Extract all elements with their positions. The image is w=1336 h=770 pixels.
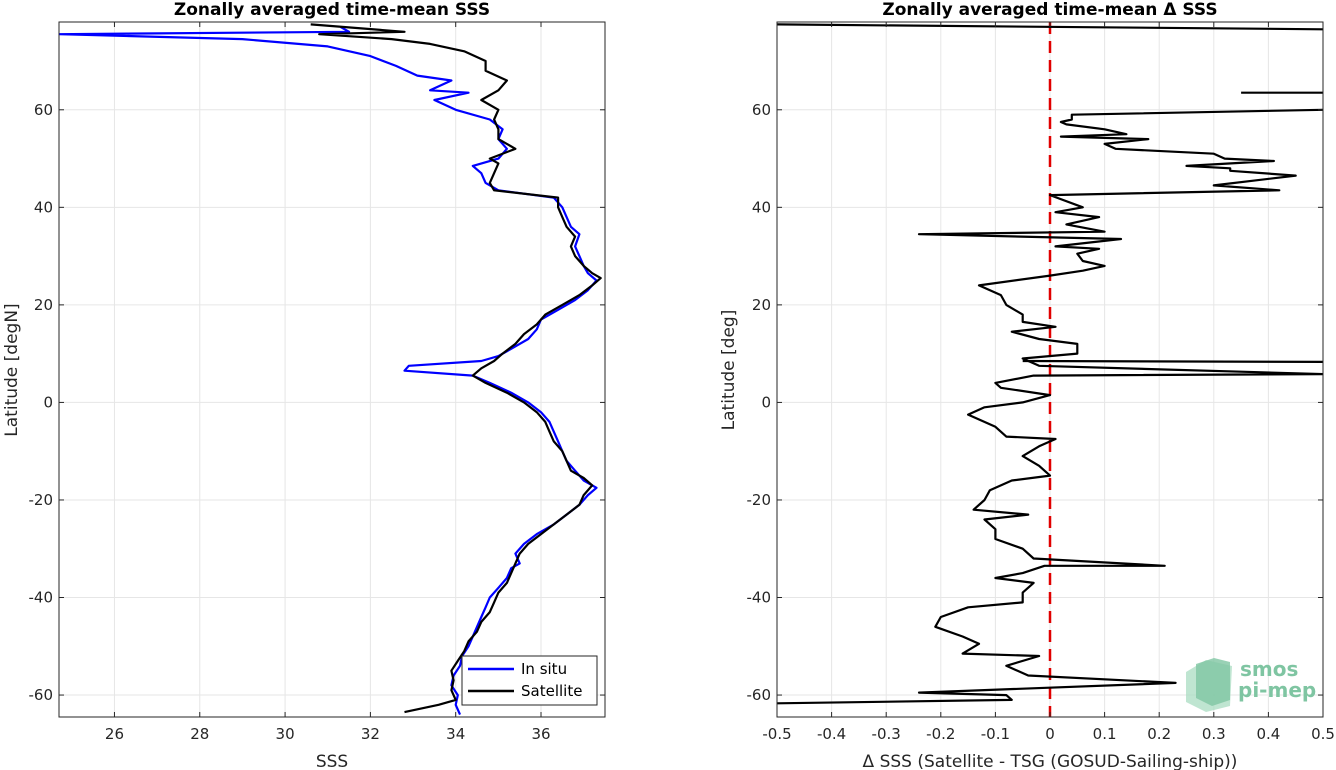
y-tick-label: 20 [752, 296, 771, 314]
x-tick-label: 0.1 [1093, 725, 1117, 743]
x-axis-label-sss: SSS [316, 752, 348, 770]
series-line-in-situ [59, 25, 598, 716]
x-tick-label: -0.3 [872, 725, 901, 743]
legend-label-satellite: Satellite [521, 682, 582, 700]
y-tick-label: -60 [29, 686, 54, 704]
series-line-segment-3 [1022, 359, 1323, 363]
panel-sss: 26 28 30 32 34 36 -60 -40 -20 0 20 40 60 Zonally ave… [2, 0, 606, 770]
y-tick-label: 0 [761, 393, 771, 411]
x-tick-label: 0.5 [1311, 725, 1335, 743]
x-tick-label: 0.3 [1202, 725, 1226, 743]
chart-title-delta-sss: Zonally averaged time-mean Δ SSS [882, 0, 1217, 20]
logo-text-line2: pi-mep [1238, 678, 1316, 702]
x-tick-label: 36 [531, 725, 550, 743]
ticks-sss: 26 28 30 32 34 36 -60 -40 -20 0 20 40 60 [29, 22, 605, 743]
x-tick-label: -0.1 [981, 725, 1010, 743]
axes-box-sss [58, 21, 606, 718]
ticks-delta-sss: -0.5 -0.4 -0.3 -0.2 -0.1 0 0.1 0.2 0.3 0.4 0.5 -60 -… [747, 22, 1335, 743]
y-axis-label-delta-sss: Latitude [deg] [719, 310, 739, 431]
legend-label-in-situ: In situ [521, 660, 567, 678]
x-tick-label: 0.4 [1256, 725, 1280, 743]
series-line-segment-0 [777, 108, 1323, 705]
x-tick-label: -0.2 [926, 725, 955, 743]
x-axis-label-delta-sss: Δ SSS (Satellite - TSG (GOSUD-Sailing-sh… [863, 752, 1238, 770]
x-tick-label: -0.4 [817, 725, 846, 743]
smos-pi-mep-logo: smos pi-mep [1186, 657, 1316, 712]
panel-delta-sss: -0.5 -0.4 -0.3 -0.2 -0.1 0 0.1 0.2 0.3 0.4 0.5 -60 -… [719, 0, 1335, 770]
x-tick-label: 32 [361, 725, 380, 743]
legend: In situ Satellite [461, 655, 598, 706]
legend-box [461, 655, 598, 706]
series-group-sss [59, 23, 602, 716]
y-tick-label: 0 [43, 393, 53, 411]
logo-text-line1: smos [1240, 657, 1298, 681]
y-tick-label: -20 [747, 491, 772, 509]
x-tick-label: 28 [190, 725, 209, 743]
x-tick-label: 30 [276, 725, 295, 743]
y-tick-label: 60 [752, 101, 771, 119]
grid-sss [59, 22, 605, 717]
x-tick-label: 0.2 [1147, 725, 1171, 743]
y-tick-label: 40 [752, 198, 771, 216]
y-axis-label-sss: Latitude [degN] [2, 303, 22, 436]
y-tick-label: 60 [34, 101, 53, 119]
x-tick-label: 34 [446, 725, 465, 743]
y-tick-label: 40 [34, 198, 53, 216]
y-tick-label: -40 [747, 589, 772, 607]
y-tick-label: -40 [29, 589, 54, 607]
y-tick-label: -20 [29, 491, 54, 509]
x-tick-label: 0 [1045, 725, 1055, 743]
logo-mark-front [1196, 658, 1230, 706]
series-line-satellite [310, 23, 602, 714]
y-tick-label: 20 [34, 296, 53, 314]
x-tick-label: -0.5 [762, 725, 791, 743]
y-tick-label: -60 [747, 686, 772, 704]
x-tick-label: 26 [105, 725, 124, 743]
chart-title-sss: Zonally averaged time-mean SSS [174, 0, 490, 20]
